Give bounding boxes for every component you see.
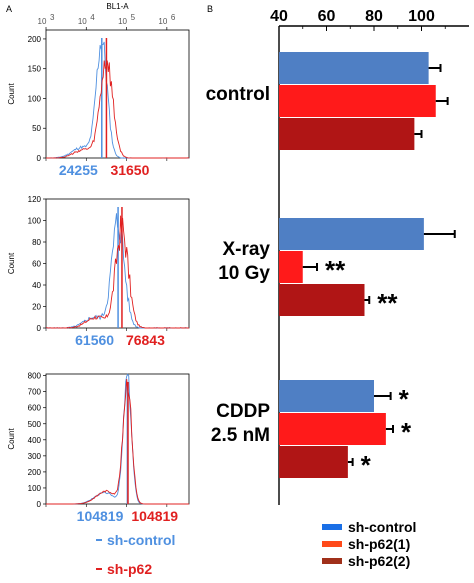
- histogram-curve-sh-control: [46, 41, 190, 159]
- significance-marker: **: [325, 255, 346, 285]
- median-label: 31650: [110, 162, 149, 178]
- category-label: X-ray: [222, 239, 270, 260]
- y-axis-label: Count: [7, 252, 16, 274]
- y-tick-label: 400: [28, 436, 42, 445]
- bar-sh-p62(1): [279, 413, 386, 445]
- y-tick-label: 500: [28, 420, 42, 429]
- legend-label: sh-control: [107, 532, 175, 548]
- legend-swatch: [322, 524, 342, 530]
- histogram-frame: [45, 29, 190, 159]
- bar-sh-p62(2): [279, 118, 415, 150]
- y-tick-label: 200: [28, 468, 42, 477]
- significance-marker: *: [399, 384, 410, 414]
- legend-swatch: [322, 541, 342, 547]
- median-label: 104819: [131, 508, 178, 524]
- x-tick-label: 40: [270, 8, 288, 25]
- bar-sh-control: [279, 380, 374, 412]
- histogram-frame: [45, 373, 190, 505]
- panel-b-letter: B: [207, 4, 213, 14]
- category-label: 10 Gy: [218, 263, 270, 284]
- y-tick-label: 0: [37, 324, 42, 333]
- histogram-curve-sh-p62: [46, 215, 189, 329]
- legend-label: sh-p62(1): [348, 536, 410, 552]
- y-tick-label: 120: [28, 195, 42, 204]
- legend-label: sh-p62(2): [348, 553, 410, 569]
- x-tick-label: 10: [158, 17, 167, 26]
- y-tick-label: 800: [28, 372, 42, 381]
- bar-sh-p62(1): [279, 251, 303, 283]
- significance-marker: *: [361, 450, 372, 480]
- y-tick-label: 100: [28, 94, 42, 103]
- y-axis-label: Count: [7, 83, 16, 105]
- bar-sh-p62(2): [279, 284, 365, 316]
- x-tick-label: 10: [78, 17, 87, 26]
- legend-label: sh-control: [348, 519, 416, 535]
- bar-sh-control: [279, 218, 424, 250]
- bar-sh-control: [279, 52, 429, 84]
- category-label: 2.5 nM: [211, 425, 270, 446]
- y-tick-label: 700: [28, 388, 42, 397]
- x-tick-label: 80: [365, 8, 383, 25]
- x-axis-label: BL1-A: [106, 2, 129, 11]
- category-label: CDDP: [216, 401, 270, 422]
- x-tick-label: 100: [408, 8, 435, 25]
- y-tick-label: 100: [28, 217, 42, 226]
- y-tick-label: 150: [28, 65, 42, 74]
- y-tick-label: 200: [28, 35, 42, 44]
- legend-swatch: [322, 558, 342, 564]
- median-label: 61560: [75, 332, 114, 348]
- bar-sh-p62(1): [279, 85, 436, 117]
- y-tick-label: 0: [37, 154, 42, 163]
- median-label: 24255: [59, 162, 98, 178]
- legend-label: sh-p62: [107, 561, 152, 577]
- x-tick-exponent: 6: [171, 13, 176, 22]
- y-tick-label: 80: [32, 238, 41, 247]
- histogram-curve-sh-control: [46, 373, 189, 505]
- histogram-curve-sh-p62: [46, 60, 190, 159]
- histogram-curve-sh-p62: [46, 378, 189, 505]
- x-tick-label: 10: [38, 17, 47, 26]
- y-tick-label: 600: [28, 404, 42, 413]
- median-label: 104819: [77, 508, 124, 524]
- bar-sh-p62(2): [279, 446, 348, 478]
- x-tick-label: 60: [318, 8, 336, 25]
- x-tick-exponent: 5: [131, 13, 136, 22]
- significance-marker: **: [377, 288, 398, 318]
- y-tick-label: 50: [32, 124, 41, 133]
- significance-marker: *: [401, 417, 412, 447]
- y-tick-label: 300: [28, 452, 42, 461]
- y-tick-label: 0: [37, 500, 42, 509]
- x-tick-exponent: 4: [90, 13, 95, 22]
- y-tick-label: 20: [32, 303, 41, 312]
- median-label: 76843: [126, 332, 165, 348]
- y-axis-label: Count: [7, 428, 16, 450]
- y-tick-label: 60: [32, 260, 41, 269]
- y-tick-label: 100: [28, 484, 42, 493]
- x-tick-exponent: 3: [50, 13, 55, 22]
- category-label: control: [206, 84, 270, 105]
- y-tick-label: 40: [32, 281, 41, 290]
- panel-a-letter: A: [6, 4, 12, 14]
- x-tick-label: 10: [118, 17, 127, 26]
